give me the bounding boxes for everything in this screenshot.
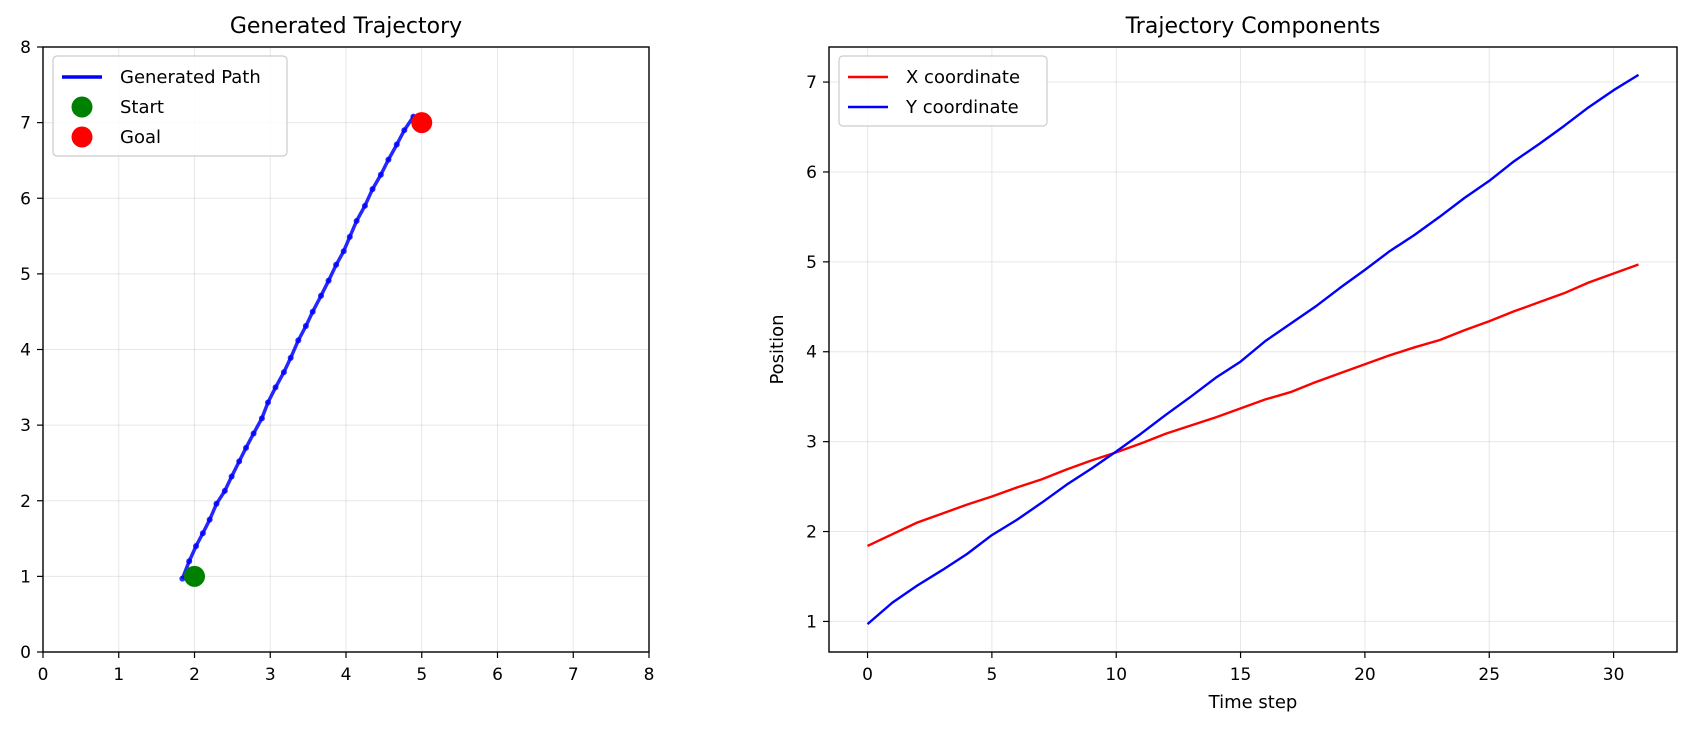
legend: Generated Path Start Goal bbox=[52, 55, 288, 157]
path-point bbox=[228, 473, 235, 480]
y-tick-label: 4 bbox=[806, 343, 817, 363]
x-tick-label: 15 bbox=[1230, 665, 1252, 685]
x-tick-label: 6 bbox=[492, 665, 503, 685]
y-tick-label: 7 bbox=[806, 73, 817, 93]
path-point bbox=[206, 516, 213, 523]
legend-label: Goal bbox=[120, 127, 161, 148]
x-tick-label: 0 bbox=[862, 665, 873, 685]
path-point bbox=[333, 261, 340, 268]
path-point bbox=[213, 500, 220, 507]
y-tick-label: 6 bbox=[806, 163, 817, 183]
y-tick-label: 8 bbox=[20, 38, 31, 58]
path-point bbox=[264, 399, 271, 406]
y-tick-label: 5 bbox=[20, 265, 31, 285]
path-point bbox=[369, 186, 376, 193]
axes-frame bbox=[42, 46, 650, 653]
grid bbox=[829, 47, 1677, 652]
series-line-generated-path bbox=[180, 114, 421, 580]
path-point bbox=[346, 233, 353, 240]
path-point bbox=[193, 543, 200, 550]
y-tick-label: 5 bbox=[806, 253, 817, 273]
x-tick-label: 2 bbox=[189, 665, 200, 685]
y-tick-label: 1 bbox=[20, 567, 31, 587]
x-tick-label: 4 bbox=[341, 665, 352, 685]
x-tick-label: 7 bbox=[568, 665, 579, 685]
x-tick-label: 5 bbox=[416, 665, 427, 685]
y-tick-label: 3 bbox=[806, 433, 817, 453]
x-tick-label: 5 bbox=[986, 665, 997, 685]
legend: X coordinate Y coordinate bbox=[838, 55, 1048, 127]
series-line-x-coordinate bbox=[866, 263, 1639, 547]
legend-label: X coordinate bbox=[906, 67, 1020, 88]
chart-title: Trajectory Components bbox=[1125, 14, 1381, 39]
path-point bbox=[221, 487, 228, 494]
x-tick-label: 3 bbox=[265, 665, 276, 685]
marker-start bbox=[184, 565, 205, 587]
path-point bbox=[179, 575, 186, 582]
path-point bbox=[401, 127, 408, 134]
y-tick-label: 4 bbox=[20, 341, 31, 361]
path-point bbox=[186, 558, 193, 565]
path-point bbox=[302, 323, 309, 330]
path-point bbox=[295, 337, 302, 344]
x-tick-label: 8 bbox=[644, 665, 655, 685]
marker-goal bbox=[411, 112, 433, 134]
y-tick-label: 2 bbox=[806, 523, 817, 543]
y-axis-label: Position bbox=[767, 314, 788, 384]
x-tick-label: 20 bbox=[1354, 665, 1376, 685]
legend-swatch bbox=[71, 96, 93, 118]
plot-area bbox=[179, 112, 433, 587]
path-point bbox=[250, 430, 257, 437]
y-tick-label: 0 bbox=[20, 643, 31, 663]
path-point bbox=[340, 248, 347, 255]
x-tick-label: 10 bbox=[1105, 665, 1127, 685]
legend-box bbox=[838, 55, 1048, 127]
path-point bbox=[272, 384, 279, 391]
x-tick-label: 1 bbox=[113, 665, 124, 685]
x-tick-label: 0 bbox=[38, 665, 49, 685]
chart-trajectory-components: Trajectory Components 0 5 10 15 20 25 30 1 2 3 4 5 6… bbox=[767, 14, 1678, 713]
axis-ticks: 0 1 2 3 4 5 6 7 8 0 1 2 3 4 5 6 7 8 bbox=[20, 38, 654, 685]
path-point bbox=[377, 171, 384, 178]
y-tick-label: 7 bbox=[20, 114, 31, 134]
chart-title: Generated Trajectory bbox=[230, 14, 462, 39]
legend-swatch bbox=[71, 126, 93, 148]
path-point bbox=[385, 156, 392, 163]
path-point bbox=[199, 530, 206, 537]
path-point bbox=[280, 369, 287, 376]
path-point bbox=[243, 444, 250, 451]
legend-label: Y coordinate bbox=[905, 97, 1019, 118]
legend-box bbox=[52, 55, 288, 157]
chart-generated-trajectory: Generated Trajectory 0 1 2 3 4 5 6 7 8012345678 … bbox=[20, 14, 654, 685]
path-point bbox=[393, 141, 400, 148]
path-point bbox=[309, 308, 316, 315]
x-tick-label: 30 bbox=[1603, 665, 1625, 685]
legend-label: Start bbox=[120, 97, 164, 118]
x-tick-label: 25 bbox=[1478, 665, 1500, 685]
y-tick-label: 1 bbox=[806, 612, 817, 632]
path-point bbox=[361, 202, 368, 209]
x-axis-label: Time step bbox=[1208, 692, 1298, 713]
axis-ticks: 0 5 10 15 20 25 30 1 2 3 4 5 6 7 bbox=[806, 73, 1624, 685]
y-tick-label: 3 bbox=[20, 416, 31, 436]
path-point bbox=[353, 217, 360, 224]
path-point bbox=[318, 292, 325, 299]
path-point bbox=[236, 458, 243, 465]
y-tick-label: 6 bbox=[20, 189, 31, 209]
path-point bbox=[325, 277, 332, 284]
plot-area bbox=[866, 73, 1640, 626]
path-point bbox=[287, 354, 294, 361]
y-tick-label: 2 bbox=[20, 492, 31, 512]
axes-frame bbox=[828, 46, 1678, 653]
legend-label: Generated Path bbox=[120, 67, 261, 88]
series-line-y-coordinate bbox=[866, 73, 1640, 626]
path-point bbox=[258, 415, 265, 422]
